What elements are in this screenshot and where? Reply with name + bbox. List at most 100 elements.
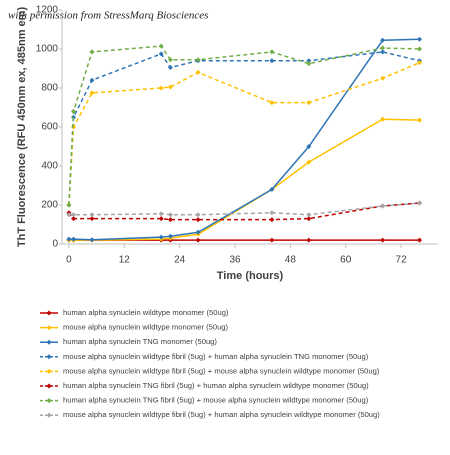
series-line	[68, 118, 420, 241]
legend-marker	[46, 383, 52, 389]
data-point	[306, 144, 312, 149]
data-point	[269, 49, 275, 55]
legend-marker	[46, 339, 52, 345]
data-point	[417, 60, 423, 66]
data-point	[417, 237, 423, 243]
data-point	[195, 217, 201, 223]
data-point	[380, 37, 386, 43]
data-point	[380, 75, 386, 81]
data-point	[167, 84, 173, 90]
data-point	[306, 216, 312, 222]
data-point	[380, 49, 386, 55]
data-point	[417, 117, 423, 123]
legend-label: human alpha synuclein TNG monomer (50ug)	[63, 337, 217, 346]
y-tick-label: 800	[41, 83, 58, 94]
legend-marker	[46, 368, 52, 374]
data-point	[89, 216, 95, 222]
legend-label: mouse alpha synuclein wildtype fibril (5…	[63, 410, 380, 419]
data-point	[167, 233, 173, 239]
data-point	[66, 236, 72, 242]
data-point	[158, 216, 164, 222]
data-point	[167, 212, 173, 218]
legend-label: mouse alpha synuclein wildtype fibril (5…	[63, 352, 369, 361]
data-point	[195, 69, 201, 75]
data-point	[380, 116, 386, 122]
series-line	[68, 202, 420, 221]
data-point	[158, 43, 164, 49]
x-tick-label: 12	[119, 255, 131, 266]
data-point	[66, 212, 72, 218]
data-point	[269, 58, 275, 64]
data-point	[66, 202, 72, 208]
series-line	[68, 61, 420, 206]
data-point	[306, 100, 312, 106]
data-point	[306, 212, 312, 218]
data-point	[269, 210, 275, 216]
data-point	[417, 36, 423, 42]
data-point	[195, 212, 201, 218]
legend-label: human alpha synuclein wildtype monomer (…	[63, 308, 229, 317]
series-line	[68, 51, 420, 206]
data-point	[89, 49, 95, 55]
data-point	[380, 203, 386, 209]
data-point	[89, 77, 95, 83]
data-point	[195, 237, 201, 243]
data-point	[417, 200, 423, 206]
y-tick-label: 200	[41, 200, 58, 211]
data-point	[380, 45, 386, 51]
data-point	[158, 234, 164, 240]
data-point	[269, 186, 275, 192]
x-tick-label: 0	[66, 255, 72, 266]
annotation: with permission from StressMarq Bioscien…	[8, 10, 208, 22]
series-line	[68, 202, 420, 216]
data-point	[306, 58, 312, 64]
x-axis-label: Time (hours)	[217, 270, 284, 282]
legend-marker	[46, 354, 52, 360]
y-axis-label: ThT Fluorescence (RFU 450nm ex, 485nm em…	[16, 7, 28, 248]
x-tick-label: 72	[396, 255, 408, 266]
series-line	[68, 45, 420, 206]
series-line	[68, 38, 420, 241]
legend-label: mouse alpha synuclein wildtype fibril (5…	[63, 366, 380, 375]
x-tick-label: 24	[174, 255, 186, 266]
y-tick-label: 600	[41, 122, 58, 133]
data-point	[417, 46, 423, 52]
x-tick-label: 36	[229, 255, 241, 266]
data-point	[306, 61, 312, 67]
data-point	[71, 216, 77, 222]
data-point	[89, 212, 95, 218]
y-tick-label: 0	[52, 239, 58, 250]
legend-marker	[46, 310, 52, 316]
data-point	[269, 217, 275, 223]
data-point	[195, 57, 201, 63]
data-point	[71, 108, 77, 114]
legend-marker	[46, 412, 52, 418]
x-tick-label: 60	[340, 255, 352, 266]
data-point	[89, 237, 95, 243]
legend-label: human alpha synuclein TNG fibril (5ug) +…	[63, 396, 369, 405]
data-point	[158, 211, 164, 217]
data-point	[158, 85, 164, 91]
data-point	[71, 212, 77, 218]
data-point	[158, 51, 164, 57]
x-tick-label: 48	[285, 255, 297, 266]
legend-label: human alpha synuclein TNG fibril (5ug) +…	[63, 381, 369, 390]
data-point	[306, 159, 312, 165]
data-point	[195, 229, 201, 235]
legend-marker	[46, 398, 52, 404]
legend-label: mouse alpha synuclein wildtype monomer (…	[63, 323, 229, 332]
data-point	[167, 217, 173, 223]
legend-marker	[46, 325, 52, 331]
data-point	[306, 237, 312, 243]
y-tick-label: 1200	[36, 5, 59, 16]
data-point	[71, 236, 77, 242]
y-tick-label: 400	[41, 161, 58, 172]
data-point	[89, 90, 95, 96]
data-point	[167, 57, 173, 63]
data-point	[269, 237, 275, 243]
data-point	[269, 100, 275, 106]
data-point	[167, 65, 173, 71]
data-point	[380, 237, 386, 243]
y-tick-label: 1000	[36, 44, 59, 55]
